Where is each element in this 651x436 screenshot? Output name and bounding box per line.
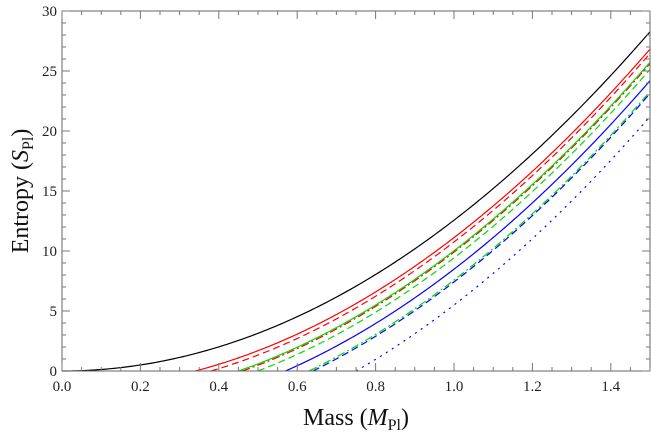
x-tick-label: 0.6 [288,379,307,395]
curve-green-dashed [257,69,651,372]
curve-blue-solid [285,80,651,372]
y-tick-label: 25 [42,64,57,80]
y-tick-label: 0 [50,364,58,380]
x-tick-label: 0.0 [53,379,72,395]
x-axis-ticks: 0.0 0.2 0.4 0.6 0.8 1.0 1.2 1.4 [53,11,651,395]
curve-red-dashed [210,53,651,372]
curve-green-dashdot [308,91,651,372]
curve-black-solid [61,31,651,372]
x-tick-label: 0.2 [131,379,150,395]
y-axis-title: Entropy (SPl) [8,129,37,254]
curve-red-solid [195,48,651,372]
curve-green-solid [238,61,651,372]
y-tick-label: 20 [42,124,57,140]
x-tick-label: 1.4 [601,379,620,395]
curve-red-dashdot [242,63,651,372]
curve-blue-dashed [312,93,651,372]
x-tick-label: 1.0 [445,379,464,395]
y-tick-label: 5 [50,304,58,320]
x-tick-label: 0.4 [209,379,228,395]
y-tick-label: 30 [42,4,57,20]
x-tick-label: 0.8 [366,379,385,395]
plot-curves [61,31,651,372]
curve-blue-dotted [355,116,651,372]
x-axis-title: Mass (MPl) [303,405,409,434]
y-tick-label: 15 [42,184,57,200]
y-tick-label: 10 [42,244,57,260]
x-tick-label: 1.2 [523,379,542,395]
y-axis-ticks: 0 5 10 15 20 25 30 [42,4,650,380]
